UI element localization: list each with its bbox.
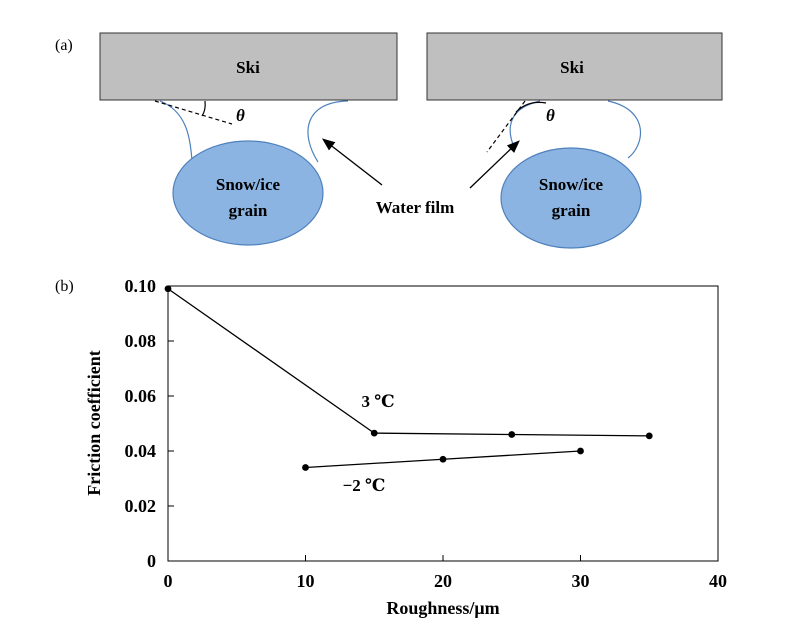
y-tick-label: 0.10 <box>125 276 157 296</box>
y-axis-label: Friction coefficient <box>84 350 104 495</box>
y-tick-label: 0.02 <box>125 496 157 516</box>
x-tick-label: 10 <box>297 571 315 591</box>
series-line-0 <box>167 288 650 437</box>
plot-frame <box>167 285 719 562</box>
water-film-left-arc-2 <box>307 100 349 163</box>
series-0-point <box>164 285 172 293</box>
x-tick-label: 30 <box>572 571 590 591</box>
ski-left-label: Ski <box>236 58 260 77</box>
panel-a: (a) Ski Ski Snow/ice grain θ Snow/ice gr… <box>55 32 723 249</box>
ski-right-label: Ski <box>560 58 584 77</box>
series-1-point <box>302 464 309 471</box>
series-label-3c: 3 ℃ <box>361 392 394 411</box>
x-axis-ticks: 0 10 20 30 40 <box>164 555 727 591</box>
angle-symbol-right: θ <box>546 106 555 125</box>
y-axis-ticks: 0 0.02 0.04 0.06 0.08 0.10 <box>125 276 174 571</box>
series-1-point <box>439 455 447 463</box>
water-film-arrow-left <box>321 138 383 186</box>
series-0-point <box>370 429 378 437</box>
grain-left-label-line2: grain <box>229 201 268 220</box>
x-tick-label: 40 <box>709 571 727 591</box>
water-film-right-arc-2 <box>607 100 641 159</box>
series-0-point <box>645 432 653 440</box>
x-tick-label: 20 <box>434 571 452 591</box>
water-film-label: Water film <box>376 198 455 217</box>
y-tick-label: 0.04 <box>125 441 157 461</box>
tangent-line-left <box>154 100 233 125</box>
grain-right-label-line1: Snow/ice <box>539 175 604 194</box>
x-tick-label: 0 <box>164 571 173 591</box>
ski-left <box>99 32 398 101</box>
series-layer <box>164 285 653 471</box>
angle-symbol-left: θ <box>236 106 245 125</box>
water-film-right-arc-1 <box>509 100 541 149</box>
grain-right <box>500 147 642 249</box>
grain-right-label-line2: grain <box>552 201 591 220</box>
y-tick-label: 0.06 <box>125 386 157 406</box>
grain-left-label-line1: Snow/ice <box>216 175 281 194</box>
water-film-left-arc-1 <box>159 100 193 161</box>
angle-arc-right <box>515 101 547 113</box>
water-film-arrow-right <box>469 140 520 189</box>
series-1-point <box>577 447 584 455</box>
series-0-point <box>508 431 516 438</box>
panel-a-label: (a) <box>55 37 73 54</box>
series-label-minus2c: −2 ℃ <box>343 476 386 495</box>
panel-b-label: (b) <box>55 278 74 295</box>
y-tick-label: 0 <box>147 551 156 571</box>
angle-arc-left <box>201 100 206 117</box>
x-axis-label: Roughness/μm <box>386 598 499 618</box>
panel-b: (b) 0 10 20 30 40 0 0.02 0.04 0.06 0.08 0.10 Roug… <box>55 276 727 618</box>
y-tick-label: 0.08 <box>125 331 157 351</box>
grain-left <box>172 140 324 246</box>
ski-right <box>426 32 723 101</box>
